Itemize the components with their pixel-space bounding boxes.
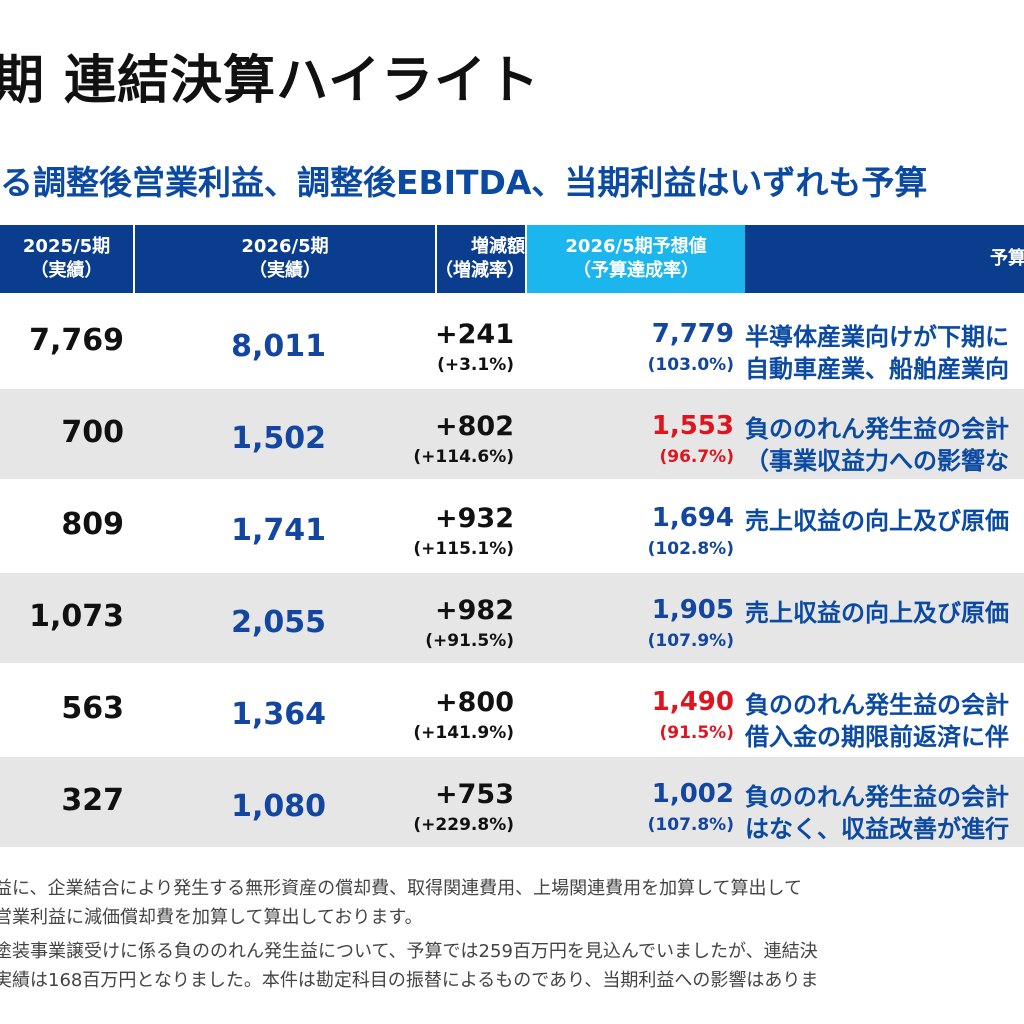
forecast-value: 1,694: [651, 503, 734, 533]
comment-line: 売上収益の向上及び原価: [745, 599, 1009, 627]
header-change: 増減額 （増減率）: [435, 225, 525, 293]
header-budget-label: 予算: [990, 248, 1024, 269]
change-rate: (+141.9%): [413, 723, 514, 743]
change-rate: (+115.1%): [413, 539, 514, 559]
forecast-value: 1,553: [651, 411, 734, 441]
change-rate: (+91.5%): [425, 631, 514, 651]
footnote-line: 営業利益に減価償却費を加算して算出しております。: [0, 907, 423, 928]
header-forecast-label: 2026/5期予想値: [565, 236, 707, 257]
header-2025-actual: 2025/5期 （実績）: [0, 225, 133, 293]
change-amount: +800: [435, 687, 514, 718]
header-change-sublabel: （増減率）: [435, 260, 525, 281]
table-row: 7,769 8,011 +241 (+3.1%) 7,779 (103.0%) 半導体産業向…: [0, 297, 1024, 387]
value-2026: 1,741: [231, 513, 326, 548]
change-amount: +932: [435, 503, 514, 534]
change-rate: (+229.8%): [413, 815, 514, 835]
table-row: 809 1,741 +932 (+115.1%) 1,694 (102.8%) 売上収益の向…: [0, 481, 1024, 571]
achievement-rate: (96.7%): [659, 447, 734, 467]
header-forecast-sublabel: （予算達成率）: [573, 260, 699, 281]
table-row: 563 1,364 +800 (+141.9%) 1,490 (91.5%) 負ののれん発生…: [0, 665, 1024, 755]
change-rate: (+3.1%): [437, 355, 514, 375]
table-row: 1,073 2,055 +982 (+91.5%) 1,905 (107.9%) 売上収益の…: [0, 573, 1024, 663]
comment-line: 負ののれん発生益の会計: [745, 415, 1009, 443]
change-amount: +802: [435, 411, 514, 442]
value-2026: 1,080: [231, 789, 326, 824]
forecast-value: 1,490: [651, 687, 734, 717]
table-header: 2025/5期 （実績） 2026/5期 （実績） 増減額 （増減率） 2026…: [0, 225, 1024, 293]
header-2025-label: 2025/5期: [22, 236, 111, 257]
footnote-line: 益に、企業結合により発生する無形資産の償却費、取得関連費用、上場関連費用を加算し…: [0, 878, 803, 899]
achievement-rate: (91.5%): [659, 723, 734, 743]
change-amount: +241: [435, 319, 514, 350]
header-2025-sublabel: （実績）: [30, 260, 103, 281]
value-2025: 809: [61, 507, 124, 542]
achievement-rate: (107.9%): [647, 631, 734, 651]
comment-line: 借入金の期限前返済に伴: [745, 723, 1009, 751]
comment-line: はなく、収益改善が進行: [745, 815, 1009, 843]
change-amount: +753: [435, 779, 514, 810]
forecast-value: 7,779: [651, 319, 734, 349]
footnote-line: 実績は168百万円となりました。本件は勘定科目の振替によるものであり、当期利益へ…: [0, 970, 819, 991]
change-rate: (+114.6%): [413, 447, 514, 467]
comment-line: （事業収益力への影響な: [745, 447, 1009, 475]
forecast-value: 1,905: [651, 595, 734, 625]
value-2025: 563: [61, 691, 124, 726]
header-divider: [435, 225, 437, 293]
table-row: 700 1,502 +802 (+114.6%) 1,553 (96.7%) 負ののれん発生…: [0, 389, 1024, 479]
value-2026: 2,055: [231, 605, 326, 640]
value-2026: 1,502: [231, 421, 326, 456]
footnote-line: 塗装事業譲受けに係る負ののれん発生益について、予算では259百万円を見込んでいま…: [0, 941, 818, 962]
value-2025: 7,769: [29, 323, 124, 358]
page-title: 期 連結決算ハイライト: [0, 51, 541, 111]
header-2026-sublabel: （実績）: [249, 260, 321, 281]
comment-line: 負ののれん発生益の会計: [745, 691, 1009, 719]
forecast-value: 1,002: [651, 779, 734, 809]
comment-line: 負ののれん発生益の会計: [745, 783, 1009, 811]
value-2026: 8,011: [231, 329, 326, 364]
header-forecast: 2026/5期予想値 （予算達成率）: [527, 225, 745, 293]
header-budget: 予算: [990, 225, 1024, 293]
change-amount: +982: [435, 595, 514, 626]
achievement-rate: (103.0%): [647, 355, 734, 375]
header-divider: [525, 225, 527, 293]
header-2026-actual: 2026/5期 （実績）: [135, 225, 435, 293]
value-2025: 700: [61, 415, 124, 450]
comment-line: 半導体産業向けが下期に: [745, 323, 1009, 351]
page-subtitle: る調整後営業利益、調整後EBITDA、当期利益はいずれも予算: [0, 163, 928, 202]
comment-line: 売上収益の向上及び原価: [745, 507, 1009, 535]
achievement-rate: (102.8%): [647, 539, 734, 559]
value-2025: 327: [61, 783, 124, 818]
table-row: 327 1,080 +753 (+229.8%) 1,002 (107.8%) 負ののれん発…: [0, 757, 1024, 847]
header-change-label: 増減額: [471, 236, 525, 257]
header-2026-label: 2026/5期: [241, 236, 329, 257]
achievement-rate: (107.8%): [647, 815, 734, 835]
comment-line: 自動車産業、船舶産業向: [745, 355, 1009, 383]
header-divider: [133, 225, 135, 293]
value-2025: 1,073: [29, 599, 124, 634]
value-2026: 1,364: [231, 697, 326, 732]
